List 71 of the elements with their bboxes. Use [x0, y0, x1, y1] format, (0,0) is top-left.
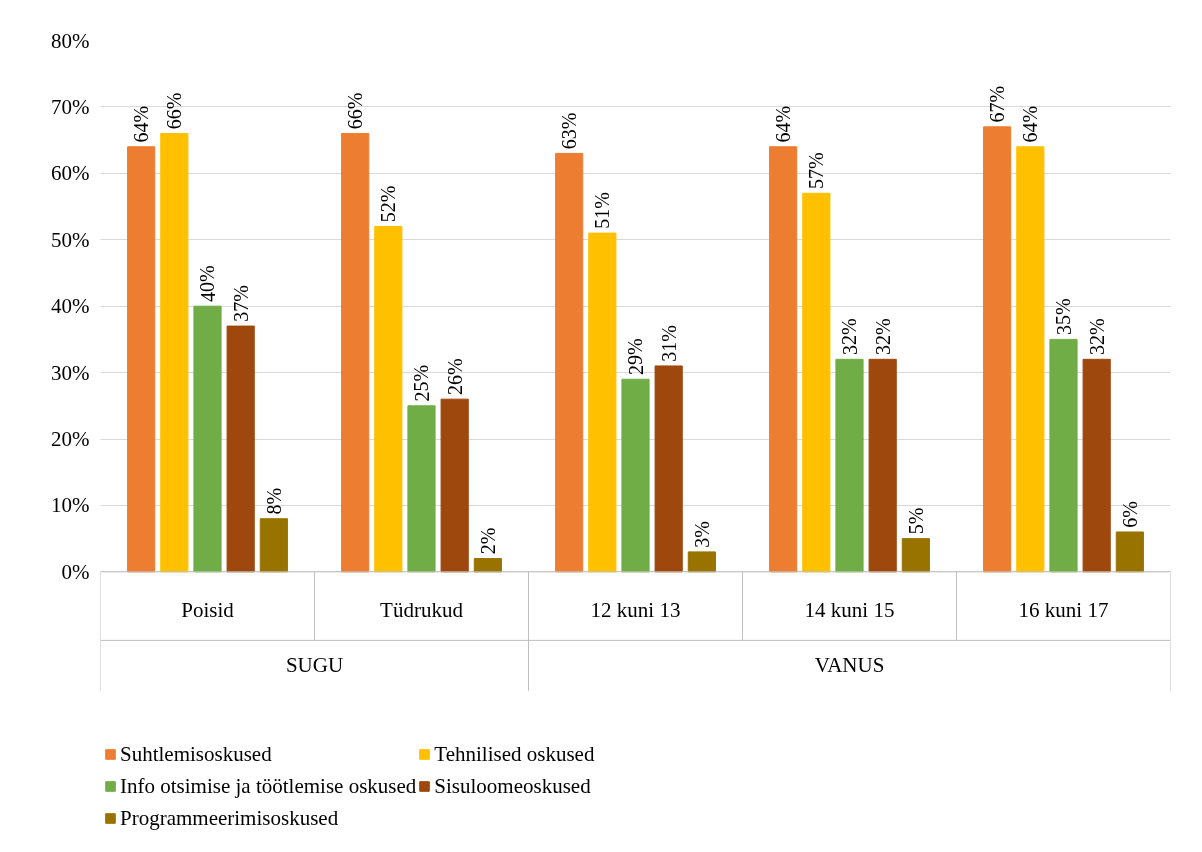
legend-label: Sisuloomeoskused — [434, 772, 591, 800]
data-label: 64% — [772, 105, 795, 143]
y-tick-label: 60% — [51, 161, 90, 186]
data-label: 32% — [838, 318, 861, 356]
y-tick-label: 70% — [51, 94, 90, 119]
bar — [868, 358, 897, 573]
bar — [374, 225, 403, 573]
x-tick-label: Tüdrukud — [380, 598, 464, 623]
x-tick-label: 12 kuni 13 — [590, 598, 681, 623]
bar — [769, 146, 798, 573]
data-label: 35% — [1052, 298, 1075, 336]
y-tick-label: 20% — [51, 427, 90, 451]
y-tick-label: 30% — [51, 360, 90, 385]
data-label: 51% — [591, 192, 614, 229]
bar — [259, 518, 288, 573]
data-label: 31% — [657, 325, 680, 362]
legend-label: Info otsimise ja töötlemise oskused — [120, 772, 417, 800]
data-label: 3% — [690, 520, 713, 548]
data-label: 25% — [410, 364, 433, 402]
data-label: 26% — [443, 358, 466, 395]
data-label: 5% — [904, 507, 927, 535]
bar — [621, 378, 650, 573]
bar — [802, 192, 831, 573]
bar — [341, 132, 370, 573]
x-tick-label: Poisid — [181, 598, 235, 623]
bar — [1049, 338, 1078, 573]
bar — [127, 146, 156, 573]
data-label: 6% — [1118, 501, 1141, 528]
bar — [1115, 531, 1144, 573]
data-label: 29% — [624, 338, 647, 375]
bar — [588, 232, 617, 573]
y-tick-label: 50% — [51, 227, 90, 252]
bar — [407, 405, 436, 573]
x-tick-label: 14 kuni 15 — [804, 598, 895, 623]
data-label: 57% — [805, 152, 828, 190]
bar — [901, 538, 930, 573]
bar — [226, 325, 255, 573]
data-label: 52% — [377, 185, 400, 223]
bar — [687, 551, 716, 573]
bar — [555, 152, 584, 573]
data-label: 64% — [1019, 105, 1042, 143]
legend-label: Programmeerimisoskused — [120, 804, 339, 832]
data-label: 40% — [196, 265, 219, 302]
data-label: 66% — [344, 92, 367, 130]
y-tick-label: 80% — [51, 28, 90, 53]
data-label: 8% — [262, 487, 285, 515]
bar — [835, 358, 864, 573]
data-label: 32% — [1085, 318, 1108, 356]
text: VANUS — [814, 653, 885, 678]
legend-label: Suhtlemisoskused — [120, 740, 272, 768]
bar — [440, 398, 469, 573]
bar — [473, 558, 502, 573]
data-label: 63% — [558, 112, 581, 150]
data-label: 32% — [871, 318, 894, 356]
data-label: 37% — [229, 285, 252, 322]
data-label: 67% — [986, 85, 1009, 123]
data-label: 66% — [163, 92, 186, 130]
text: SUGU — [285, 653, 344, 678]
legend-label: Tehnilised oskused — [434, 740, 595, 768]
data-label: 2% — [476, 527, 499, 555]
bar — [983, 126, 1012, 573]
bar — [1016, 146, 1045, 573]
y-tick-label: 40% — [51, 294, 90, 319]
bar — [160, 132, 189, 573]
bar — [193, 305, 222, 573]
x-tick-label: 16 kuni 17 — [1018, 598, 1109, 623]
bar — [1082, 358, 1111, 573]
data-label: 64% — [130, 105, 153, 143]
bar — [654, 365, 683, 573]
y-tick-label: 0% — [61, 559, 90, 584]
y-tick-label: 10% — [51, 493, 90, 518]
